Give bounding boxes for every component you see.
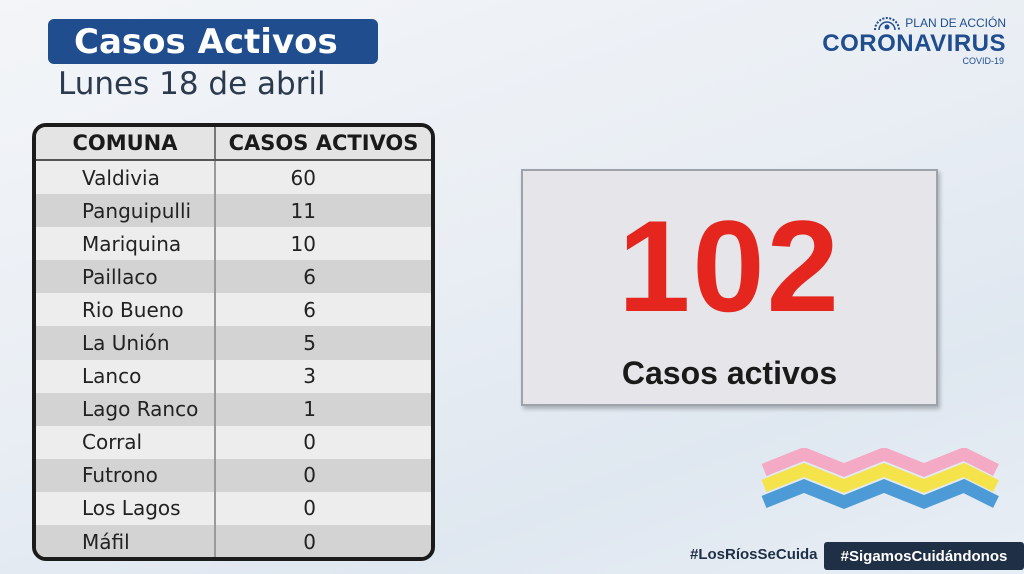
casos-cell: 6: [303, 297, 316, 322]
casos-cell: 10: [290, 231, 316, 256]
casos-cell: 11: [290, 198, 316, 223]
table-header: COMUNA CASOS ACTIVOS: [36, 127, 431, 161]
casos-cell: 0: [303, 496, 316, 521]
comuna-cell: Máfil: [36, 525, 216, 557]
table-row: Corral 0: [36, 425, 431, 459]
comuna-cell: La Unión: [36, 326, 216, 360]
total-cases-number: 102: [618, 193, 841, 339]
casos-cell: 5: [303, 331, 316, 356]
casos-cell: 6: [303, 264, 316, 289]
page-title: Casos Activos: [74, 21, 338, 62]
comuna-cell: Valdivia: [36, 161, 216, 195]
title-banner: Casos Activos: [48, 19, 378, 64]
logo-top-text: PLAN DE ACCIÓN: [905, 16, 1006, 30]
logo-sub-text: COVID-19: [962, 56, 1004, 66]
total-cases-label: Casos activos: [621, 355, 838, 391]
total-cases-card: 102 Casos activos: [521, 169, 938, 406]
casos-cell: 0: [303, 529, 316, 554]
table-row: La Unión 5: [36, 326, 431, 360]
table-row: Valdivia 60: [36, 161, 431, 195]
date-subtitle: Lunes 18 de abril: [58, 66, 326, 102]
comuna-cell: Lanco: [36, 359, 216, 393]
casos-cell: 0: [303, 430, 316, 455]
hashtag-sigamos: #SigamosCuidándonos: [824, 542, 1024, 570]
table-row: Lago Ranco 1: [36, 392, 431, 426]
comuna-cell: Mariquina: [36, 227, 216, 261]
table-row: Máfil 0: [36, 525, 431, 557]
table-body: Valdivia 60 Panguipulli 11 Mariquina 10 Pai…: [36, 161, 431, 557]
casos-cell: 1: [303, 397, 316, 422]
column-header-casos: CASOS ACTIVOS: [228, 131, 419, 155]
comuna-cell: Rio Bueno: [36, 293, 216, 327]
government-seal-icon: [874, 17, 901, 31]
comuna-cell: Los Lagos: [36, 491, 216, 526]
los-rios-zigzag-icon: [761, 448, 999, 510]
column-header-comuna: COMUNA: [36, 127, 216, 159]
casos-cell: 60: [290, 165, 316, 190]
table-row: Rio Bueno 6: [36, 293, 431, 327]
comuna-cell: Panguipulli: [36, 194, 216, 228]
table-row: Los Lagos 0: [36, 491, 431, 526]
casos-cell: 3: [303, 364, 316, 389]
table-row: Mariquina 10: [36, 227, 431, 261]
table-row: Lanco 3: [36, 359, 431, 393]
coronavirus-plan-logo: PLAN DE ACCIÓN CORONAVIRUS COVID-19: [822, 10, 1006, 70]
comuna-cell: Lago Ranco: [36, 392, 216, 426]
logo-main-text: CORONAVIRUS: [822, 30, 1006, 57]
comuna-cell: Corral: [36, 425, 216, 459]
comuna-cell: Paillaco: [36, 260, 216, 294]
table-row: Futrono 0: [36, 458, 431, 492]
hashtag-los-rios: #LosRíosSeCuida: [690, 546, 818, 563]
active-cases-table: COMUNA CASOS ACTIVOS Valdivia 60 Panguipu…: [32, 123, 435, 561]
casos-cell: 0: [303, 463, 316, 488]
table-row: Paillaco 6: [36, 260, 431, 294]
comuna-cell: Futrono: [36, 458, 216, 492]
table-row: Panguipulli 11: [36, 194, 431, 228]
